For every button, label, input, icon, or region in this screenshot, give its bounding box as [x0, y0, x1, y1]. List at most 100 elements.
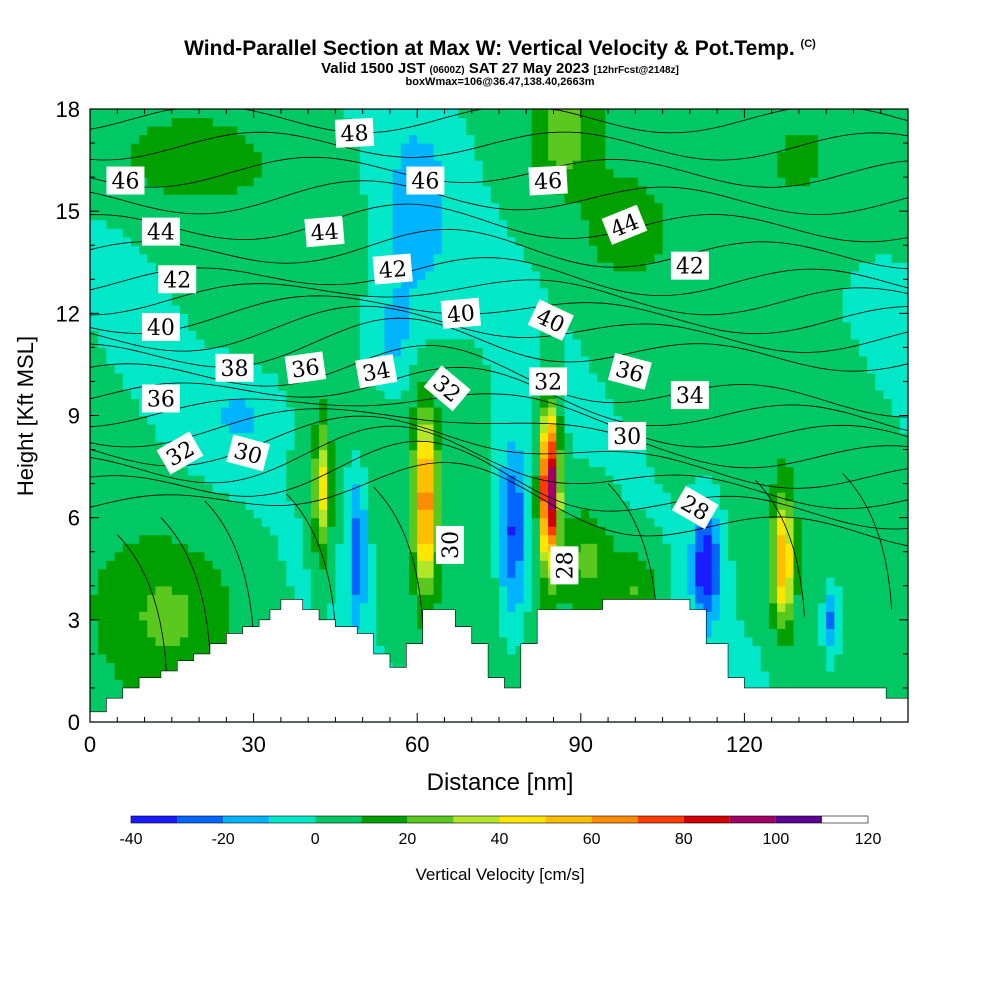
velocity-cell	[662, 534, 696, 544]
velocity-cell	[253, 143, 361, 153]
velocity-cell	[417, 466, 435, 476]
velocity-cell	[310, 602, 328, 612]
velocity-cell	[433, 406, 443, 417]
velocity-cell	[711, 517, 721, 527]
velocity-cell	[409, 568, 418, 578]
velocity-cell	[319, 475, 328, 485]
velocity-cell	[409, 458, 418, 468]
velocity-row	[90, 228, 909, 238]
velocity-cell	[605, 126, 909, 136]
velocity-row	[90, 628, 909, 638]
colorbar-swatch	[453, 816, 500, 823]
velocity-cell	[891, 398, 909, 408]
velocity-cell	[580, 126, 606, 136]
velocity-cell	[130, 143, 255, 153]
velocity-cell	[417, 534, 435, 544]
velocity-cell	[621, 415, 901, 425]
velocity-cell	[368, 245, 394, 255]
velocity-cell	[106, 653, 230, 664]
velocity-cell	[433, 432, 443, 442]
velocity-cell	[147, 628, 189, 638]
velocity-cell	[188, 313, 361, 323]
velocity-cell	[499, 517, 508, 527]
valid-time: Valid 1500 JST	[321, 60, 426, 77]
velocity-cell	[768, 517, 778, 527]
velocity-cell	[319, 492, 328, 502]
velocity-cell	[351, 483, 361, 493]
velocity-cell	[523, 509, 533, 519]
velocity-cell	[310, 424, 320, 434]
velocity-cell	[638, 585, 656, 595]
velocity-cell	[703, 628, 713, 638]
velocity-cell	[768, 670, 909, 681]
velocity-cell	[90, 475, 206, 485]
velocity-cell	[433, 492, 443, 502]
theta-contour-line	[89, 131, 909, 161]
velocity-cell	[368, 568, 377, 578]
contour-label-box	[529, 367, 568, 396]
velocity-cell	[335, 492, 345, 502]
theta-contour-line	[89, 295, 909, 335]
velocity-cell	[441, 577, 500, 587]
theta-contour-line	[89, 203, 909, 243]
velocity-cell	[351, 500, 361, 510]
velocity-cell	[368, 219, 394, 229]
velocity-cell	[695, 551, 713, 561]
velocity-cell	[670, 577, 688, 587]
velocity-cell	[409, 543, 418, 553]
velocity-cell	[850, 330, 909, 340]
velocity-cell	[392, 228, 443, 238]
velocity-cell	[777, 619, 786, 629]
velocity-cell	[719, 543, 729, 553]
velocity-cell	[359, 611, 377, 621]
velocity-cell	[441, 406, 492, 417]
velocity-cell	[327, 406, 410, 417]
velocity-cell	[359, 602, 377, 612]
velocity-cell	[793, 492, 909, 502]
theta-contour-line	[89, 305, 909, 353]
velocity-cell	[433, 466, 443, 476]
velocity-cell	[286, 560, 304, 570]
velocity-cell	[147, 415, 222, 425]
velocity-cell	[826, 619, 835, 629]
colorbar-swatch	[775, 816, 822, 823]
velocity-cell	[343, 109, 459, 119]
velocity-cell	[793, 568, 803, 578]
velocity-cell	[351, 449, 361, 459]
velocity-cell	[392, 194, 443, 204]
velocity-cell	[368, 466, 410, 476]
velocity-cell	[90, 432, 157, 442]
velocity-cell	[842, 628, 909, 638]
velocity-cell	[335, 560, 353, 570]
velocity-cell	[564, 389, 606, 400]
velocity-cell	[793, 517, 803, 527]
velocity-cell	[507, 500, 525, 510]
colorbar-tick-label: -20	[212, 831, 235, 848]
velocity-cell	[310, 441, 320, 451]
contour-label: 34	[670, 381, 709, 410]
velocity-cell	[441, 177, 484, 187]
velocity-cell	[359, 500, 369, 510]
velocity-cell	[793, 543, 803, 553]
velocity-cell	[621, 492, 672, 502]
velocity-row	[90, 466, 909, 476]
contour-label-box	[304, 215, 345, 248]
velocity-cell	[474, 151, 533, 161]
velocity-cell	[760, 645, 827, 655]
velocity-cell	[793, 534, 803, 544]
velocity-cell	[539, 577, 549, 587]
velocity-cell	[539, 526, 549, 536]
velocity-cell	[335, 475, 345, 485]
velocity-cell	[499, 602, 508, 612]
velocity-row	[90, 543, 909, 553]
velocity-cell	[204, 475, 287, 485]
velocity-cell	[531, 441, 541, 451]
velocity-cell	[572, 602, 606, 612]
velocity-cell	[400, 279, 418, 289]
velocity-cell	[368, 475, 410, 485]
velocity-cell	[507, 560, 516, 570]
velocity-cell	[801, 543, 909, 553]
velocity-cell	[548, 526, 557, 536]
velocity-row	[90, 262, 909, 272]
